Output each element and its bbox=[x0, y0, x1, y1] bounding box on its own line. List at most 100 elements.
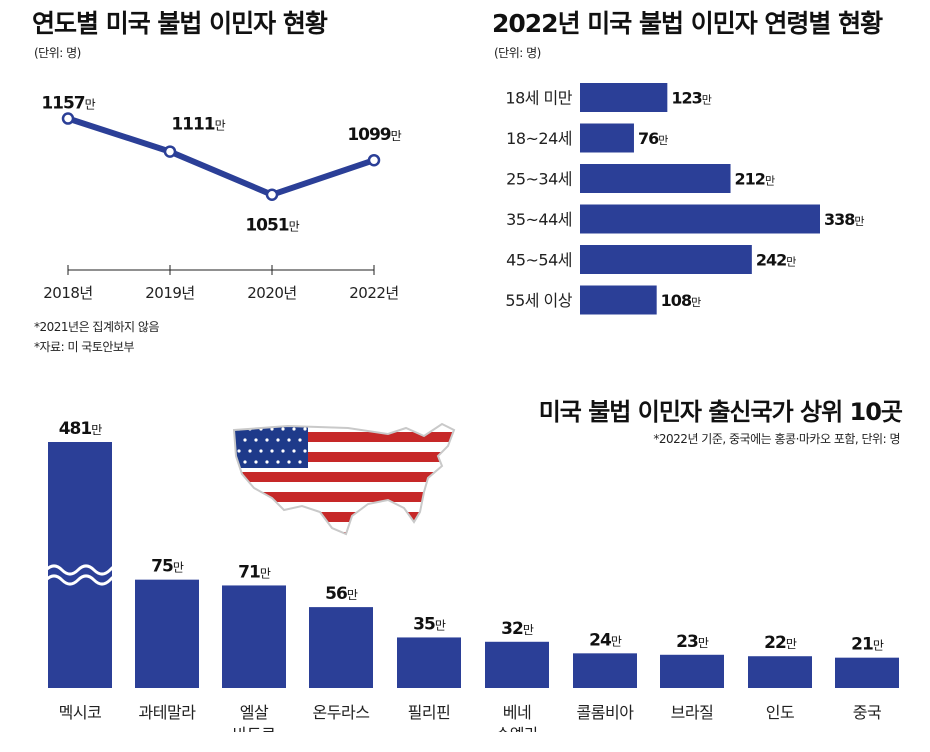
line-chart-note-1: *2021년은 집계하지 않음 bbox=[34, 320, 160, 334]
flag-stripe bbox=[234, 432, 454, 442]
country-value-label: 21만 bbox=[851, 635, 884, 655]
line-chart-unit: (단위: 명) bbox=[34, 46, 81, 60]
flag-star bbox=[292, 427, 296, 431]
flag-star bbox=[254, 438, 258, 442]
country-bar bbox=[660, 654, 724, 688]
country-value-label: 481만 bbox=[59, 419, 103, 439]
line-chart-title: 연도별 미국 불법 이민자 현황 bbox=[32, 9, 328, 38]
age-value-label: 108만 bbox=[661, 291, 701, 310]
country-bar bbox=[309, 607, 373, 688]
flag-star bbox=[248, 449, 252, 453]
flag-star bbox=[243, 460, 247, 464]
country-value-label: 56만 bbox=[325, 584, 358, 604]
flag-star bbox=[243, 438, 247, 442]
line-series-path bbox=[67, 115, 375, 198]
line-value-label: 1099만 bbox=[347, 125, 401, 145]
flag-stripe bbox=[234, 472, 454, 482]
age-category-label: 55세 이상 bbox=[505, 291, 572, 310]
x-tick-label: 2022년 bbox=[349, 284, 398, 302]
country-bar bbox=[835, 657, 899, 688]
flag-star bbox=[281, 449, 285, 453]
x-tick-label: 2018년 bbox=[43, 284, 92, 302]
flag-star bbox=[287, 438, 291, 442]
country-value-label: 24만 bbox=[589, 630, 622, 650]
age-chart: 18세 미만 123만 18~24세 76만 25~34세 212만 35~44세 338만 4… bbox=[505, 83, 865, 315]
flag-stripe bbox=[234, 512, 454, 522]
x-tick-label: 2020년 bbox=[247, 284, 296, 302]
country-value-label: 22만 bbox=[764, 633, 797, 653]
country-bar bbox=[48, 442, 112, 688]
country-category-label: 과테말라 bbox=[139, 703, 197, 722]
country-category-label: 인도 bbox=[766, 703, 794, 722]
flag-star bbox=[298, 460, 302, 464]
age-chart-title: 2022년 미국 불법 이민자 연령별 현황 bbox=[492, 9, 883, 38]
flag-stripe bbox=[234, 492, 454, 502]
line-point bbox=[163, 145, 177, 158]
country-category-label: 중국 bbox=[853, 703, 881, 722]
flag-star bbox=[237, 449, 241, 453]
age-category-label: 18세 미만 bbox=[505, 89, 572, 108]
country-bar bbox=[135, 579, 199, 688]
axis-break-mark bbox=[44, 564, 117, 576]
flag-star bbox=[254, 460, 258, 464]
country-value-label: 71만 bbox=[238, 562, 271, 582]
country-bar bbox=[748, 656, 812, 688]
x-tick-label: 2019년 bbox=[145, 284, 194, 302]
country-value-label: 35만 bbox=[413, 614, 446, 634]
country-value-label: 32만 bbox=[501, 619, 534, 639]
country-chart-note: *2022년 기준, 중국에는 홍콩·마카오 포함, 단위: 명 bbox=[653, 432, 900, 446]
country-category-label: 콜롬비아 bbox=[577, 703, 635, 722]
us-flag-map-illustration bbox=[232, 422, 456, 536]
flag-star bbox=[298, 438, 302, 442]
age-value-label: 212만 bbox=[735, 170, 775, 189]
country-bar bbox=[573, 653, 637, 688]
line-point bbox=[61, 112, 75, 125]
flag-star bbox=[259, 449, 263, 453]
line-value-label: 1157만 bbox=[41, 94, 95, 114]
flag-star bbox=[281, 427, 285, 431]
age-bar bbox=[580, 164, 731, 193]
flag-star bbox=[270, 449, 274, 453]
flag-star bbox=[303, 427, 307, 431]
flag-star bbox=[292, 449, 296, 453]
line-chart: 1157만 2018년 1111만 2019년 1051만 2020년 1099만 2022년 bbox=[41, 94, 402, 302]
age-bar bbox=[580, 285, 657, 315]
age-category-label: 45~54세 bbox=[506, 251, 572, 270]
country-category-label: 필리핀 bbox=[408, 703, 451, 722]
flag-stripe bbox=[234, 452, 454, 462]
age-bar bbox=[580, 123, 634, 153]
age-value-label: 123만 bbox=[671, 89, 711, 108]
age-category-label: 35~44세 bbox=[506, 210, 572, 229]
age-value-label: 242만 bbox=[756, 251, 796, 270]
age-value-label: 76만 bbox=[638, 129, 668, 148]
country-category-label: 온두라스 bbox=[313, 703, 370, 722]
country-category-label: 베네 bbox=[503, 703, 531, 722]
country-chart-title: 미국 불법 이민자 출신국가 상위 10곳 bbox=[538, 398, 903, 426]
country-bar bbox=[485, 641, 549, 688]
country-category-label: 수엘라 bbox=[496, 725, 539, 732]
flag-star bbox=[276, 460, 280, 464]
flag-star bbox=[287, 460, 291, 464]
country-value-label: 23만 bbox=[676, 632, 709, 652]
axis-break-mark bbox=[44, 574, 117, 586]
age-category-label: 18~24세 bbox=[506, 129, 572, 148]
age-bar bbox=[580, 245, 752, 274]
age-category-label: 25~34세 bbox=[506, 170, 572, 189]
country-category-label: 엘살 bbox=[240, 703, 269, 722]
age-value-label: 338만 bbox=[824, 210, 864, 229]
flag-star bbox=[276, 438, 280, 442]
country-category-label: 멕시코 bbox=[59, 703, 102, 722]
age-chart-unit: (단위: 명) bbox=[494, 46, 541, 60]
country-bar bbox=[222, 585, 286, 688]
flag-star bbox=[265, 438, 269, 442]
country-category-label: 브라질 bbox=[671, 703, 714, 722]
line-value-label: 1051만 bbox=[245, 216, 299, 236]
line-point bbox=[367, 153, 381, 167]
country-category-label: 바도르 bbox=[233, 725, 276, 732]
country-bar bbox=[397, 637, 461, 688]
flag-star bbox=[265, 460, 269, 464]
age-bar bbox=[580, 83, 668, 112]
country-value-label: 75만 bbox=[151, 557, 184, 577]
flag-star bbox=[303, 449, 307, 453]
